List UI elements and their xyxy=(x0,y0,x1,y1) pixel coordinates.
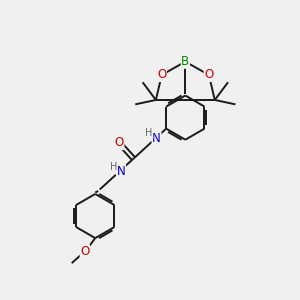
Text: H: H xyxy=(146,128,153,138)
Text: B: B xyxy=(181,55,189,68)
Text: O: O xyxy=(115,136,124,149)
Text: O: O xyxy=(204,68,214,81)
Text: O: O xyxy=(157,68,167,81)
Text: H: H xyxy=(110,162,117,172)
Text: O: O xyxy=(80,245,90,258)
Text: N: N xyxy=(152,132,161,145)
Text: N: N xyxy=(117,165,125,178)
